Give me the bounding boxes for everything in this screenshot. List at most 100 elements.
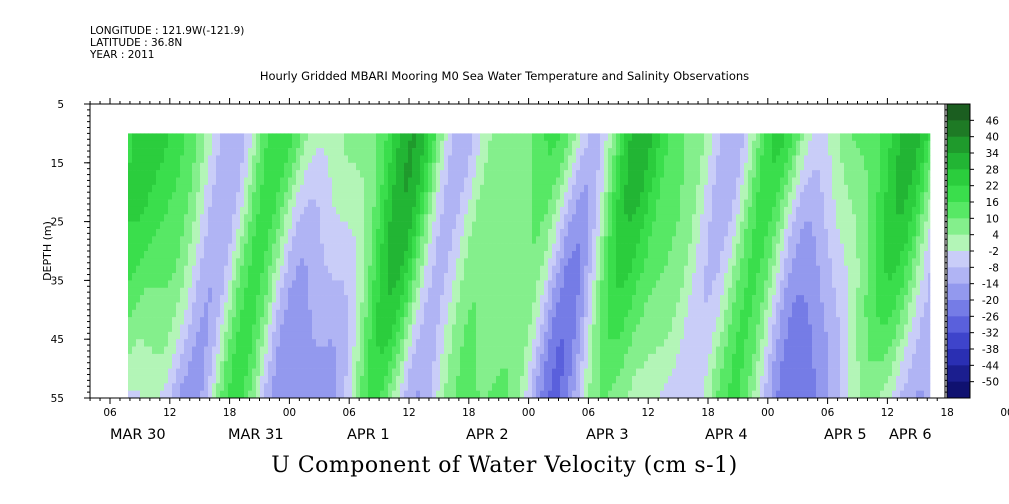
heatmap-cell	[308, 339, 313, 347]
heatmap-cell	[160, 206, 165, 215]
heatmap-cell	[148, 199, 153, 208]
heatmap-cell	[668, 258, 673, 266]
heatmap-cell	[288, 140, 293, 149]
heatmap-cell	[604, 317, 609, 325]
heatmap-cell	[172, 368, 177, 377]
heatmap-cell	[288, 287, 293, 296]
heatmap-cell	[376, 155, 381, 164]
heatmap-cell	[564, 302, 569, 311]
heatmap-cell	[584, 140, 589, 149]
heatmap-cell	[364, 353, 369, 362]
heatmap-cell	[428, 258, 433, 266]
heatmap-cell	[604, 339, 609, 347]
heatmap-cell	[432, 236, 437, 244]
heatmap-cell	[232, 214, 237, 222]
heatmap-cell	[312, 339, 317, 347]
heatmap-cell	[316, 390, 321, 399]
heatmap-cell	[448, 199, 453, 208]
heatmap-cell	[488, 390, 493, 399]
heatmap-cell	[192, 375, 197, 384]
heatmap-cell	[572, 361, 577, 369]
heatmap-cell	[652, 353, 657, 362]
heatmap-cell	[272, 155, 277, 164]
heatmap-cell	[576, 192, 581, 200]
heatmap-cell	[152, 273, 157, 281]
heatmap-cell	[276, 140, 281, 149]
heatmap-cell	[416, 133, 421, 142]
heatmap-cell	[148, 295, 153, 303]
heatmap-cell	[552, 148, 557, 156]
heatmap-cell	[656, 155, 661, 164]
heatmap-cell	[508, 265, 513, 274]
heatmap-cell	[424, 192, 429, 200]
heatmap-cell	[612, 375, 617, 384]
heatmap-cell	[260, 199, 265, 208]
heatmap-cell	[216, 375, 221, 384]
heatmap-cell	[192, 324, 197, 333]
heatmap-cell	[248, 302, 253, 311]
heatmap-cell	[592, 331, 597, 340]
heatmap-cell	[668, 148, 673, 156]
heatmap-cell	[152, 317, 157, 325]
heatmap-cell	[512, 375, 517, 384]
heatmap-cell	[488, 236, 493, 244]
heatmap-cell	[172, 265, 177, 274]
heatmap-cell	[464, 214, 469, 222]
heatmap-cell	[664, 133, 669, 142]
heatmap-cell	[564, 170, 569, 178]
heatmap-cell	[284, 324, 289, 333]
heatmap-cell	[352, 265, 357, 274]
heatmap-cell	[368, 273, 373, 281]
heatmap-cell	[604, 287, 609, 296]
heatmap-cell	[324, 221, 329, 230]
heatmap-cell	[356, 390, 361, 399]
heatmap-cell	[516, 273, 521, 281]
heatmap-cell	[328, 192, 333, 200]
heatmap-cell	[216, 302, 221, 311]
heatmap-cell	[532, 214, 537, 222]
heatmap-cell	[560, 184, 565, 193]
heatmap-cell	[248, 287, 253, 296]
heatmap-cell	[372, 258, 377, 266]
heatmap-cell	[272, 199, 277, 208]
heatmap-cell	[152, 162, 157, 171]
heatmap-cell	[160, 309, 165, 318]
heatmap-cell	[320, 302, 325, 311]
heatmap-cell	[608, 390, 613, 399]
heatmap-cell	[660, 228, 665, 237]
heatmap-cell	[664, 228, 669, 237]
heatmap-cell	[196, 184, 201, 193]
heatmap-cell	[396, 295, 401, 303]
heatmap-cell	[600, 317, 605, 325]
heatmap-cell	[240, 251, 245, 259]
heatmap-cell	[492, 251, 497, 259]
heatmap-cell	[148, 339, 153, 347]
heatmap-cell	[532, 199, 537, 208]
heatmap-cell	[356, 353, 361, 362]
heatmap-cell	[452, 184, 457, 193]
heatmap-cell	[332, 251, 337, 259]
heatmap-cell	[328, 162, 333, 171]
heatmap-cell	[376, 148, 381, 156]
heatmap-cell	[308, 346, 313, 355]
heatmap-cell	[224, 192, 229, 200]
heatmap-cell	[180, 287, 185, 296]
heatmap-cell	[400, 236, 405, 244]
heatmap-cell	[372, 368, 377, 377]
heatmap-cell	[544, 346, 549, 355]
heatmap-cell	[472, 177, 477, 186]
heatmap-cell	[288, 243, 293, 252]
heatmap-cell	[492, 243, 497, 252]
heatmap-cell	[168, 133, 173, 142]
heatmap-cell	[492, 302, 497, 311]
heatmap-cell	[512, 258, 517, 266]
heatmap-cell	[400, 280, 405, 289]
heatmap-cell	[624, 383, 629, 391]
heatmap-cell	[176, 140, 181, 149]
heatmap-cell	[300, 375, 305, 384]
heatmap-cell	[368, 317, 373, 325]
heatmap-cell	[144, 273, 149, 281]
heatmap-cell	[436, 317, 441, 325]
heatmap-cell	[472, 184, 477, 193]
heatmap-cell	[292, 184, 297, 193]
